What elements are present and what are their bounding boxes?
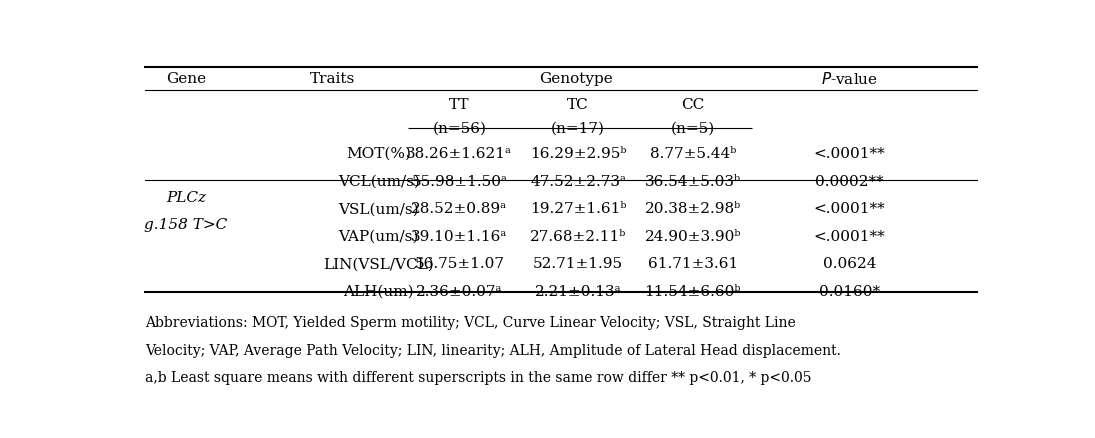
Text: 39.10±1.16ᵃ: 39.10±1.16ᵃ — [411, 230, 508, 244]
Text: <.0001**: <.0001** — [814, 230, 886, 244]
Text: g.158 T>C: g.158 T>C — [145, 218, 228, 232]
Text: 61.71±3.61: 61.71±3.61 — [647, 257, 738, 271]
Text: 8.77±5.44ᵇ: 8.77±5.44ᵇ — [649, 147, 736, 161]
Text: ALH(um): ALH(um) — [344, 284, 414, 298]
Text: $P$-value: $P$-value — [821, 71, 878, 87]
Text: 19.27±1.61ᵇ: 19.27±1.61ᵇ — [530, 202, 626, 215]
Text: 36.54±5.03ᵇ: 36.54±5.03ᵇ — [645, 174, 741, 188]
Text: 0.0624: 0.0624 — [823, 257, 876, 271]
Text: 56.75±1.07: 56.75±1.07 — [414, 257, 505, 271]
Text: 28.52±0.89ᵃ: 28.52±0.89ᵃ — [412, 202, 507, 215]
Text: 38.26±1.621ᵃ: 38.26±1.621ᵃ — [406, 147, 512, 161]
Text: 55.98±1.50ᵃ: 55.98±1.50ᵃ — [412, 174, 507, 188]
Text: 11.54±6.60ᵇ: 11.54±6.60ᵇ — [645, 284, 741, 298]
Text: 52.71±1.95: 52.71±1.95 — [533, 257, 623, 271]
Text: VAP(um/s): VAP(um/s) — [338, 230, 419, 244]
Text: PLCz: PLCz — [166, 191, 206, 205]
Text: Gene: Gene — [166, 71, 206, 85]
Text: <.0001**: <.0001** — [814, 202, 886, 215]
Text: <.0001**: <.0001** — [814, 147, 886, 161]
Text: Abbreviations: MOT, Yielded Sperm motility; VCL, Curve Linear Velocity; VSL, Str: Abbreviations: MOT, Yielded Sperm motili… — [146, 315, 796, 329]
Text: 2.36±0.07ᵃ: 2.36±0.07ᵃ — [416, 284, 503, 298]
Text: (n=56): (n=56) — [433, 121, 486, 135]
Text: 47.52±2.73ᵃ: 47.52±2.73ᵃ — [530, 174, 626, 188]
Text: 2.21±0.13ᵃ: 2.21±0.13ᵃ — [534, 284, 622, 298]
Text: Genotype: Genotype — [539, 71, 613, 85]
Text: Traits: Traits — [310, 71, 355, 85]
Text: TT: TT — [449, 98, 470, 112]
Text: 27.68±2.11ᵇ: 27.68±2.11ᵇ — [530, 230, 626, 244]
Text: MOT(%): MOT(%) — [346, 147, 412, 161]
Text: CC: CC — [681, 98, 704, 112]
Text: LIN(VSL/VCL): LIN(VSL/VCL) — [323, 257, 434, 271]
Text: 24.90±3.90ᵇ: 24.90±3.90ᵇ — [645, 230, 741, 244]
Text: TC: TC — [567, 98, 589, 112]
Text: VSL(um/s): VSL(um/s) — [338, 202, 419, 215]
Text: 0.0160*: 0.0160* — [819, 284, 880, 298]
Text: 20.38±2.98ᵇ: 20.38±2.98ᵇ — [645, 202, 741, 215]
Text: (n=5): (n=5) — [670, 121, 715, 135]
Text: Velocity; VAP, Average Path Velocity; LIN, linearity; ALH, Amplitude of Lateral : Velocity; VAP, Average Path Velocity; LI… — [146, 343, 841, 357]
Text: a,b Least square means with different superscripts in the same row differ ** p<0: a,b Least square means with different su… — [146, 370, 811, 384]
Text: 16.29±2.95ᵇ: 16.29±2.95ᵇ — [530, 147, 626, 161]
Text: VCL(um/s): VCL(um/s) — [337, 174, 419, 188]
Text: 0.0002**: 0.0002** — [816, 174, 884, 188]
Text: (n=17): (n=17) — [551, 121, 606, 135]
